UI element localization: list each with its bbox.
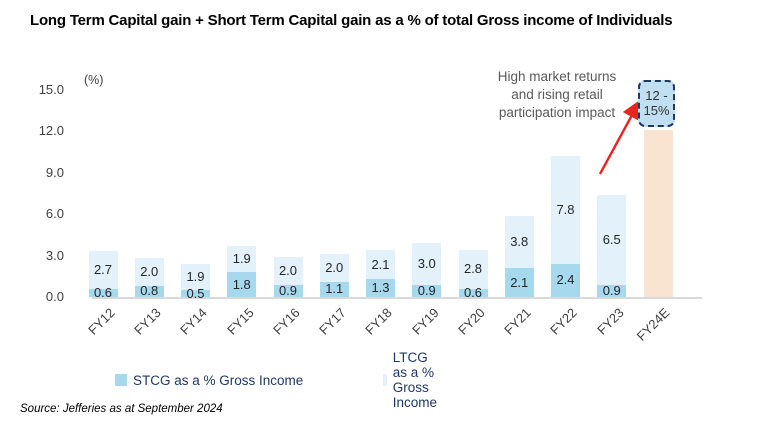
bar-label-stcg-FY17: 1.1 [325,281,344,297]
bar-segment-stcg-FY15 [227,272,257,297]
bar-segment-ltcg-FY19 [412,243,442,285]
x-tick-label-FY14: FY14 [177,305,211,338]
bar-label-stcg-FY23: 0.9 [602,282,621,298]
bar-segment-ltcg-FY14 [181,263,210,291]
bar-label-stcg-FY12: 0.6 [93,284,113,300]
chart-title: Long Term Capital gain + Short Term Capi… [30,12,673,29]
bar-segment-ltcg-FY23 [597,194,627,285]
bar-label-ltcg-FY15: 1.9 [232,251,251,267]
x-tick-label-FY12: FY12 [85,305,118,338]
bar-segment-ltcg-FY13 [134,258,164,286]
x-tick-label-FY15: FY15 [223,305,257,338]
bar-segment-stcg-FY19 [412,284,442,297]
x-tick-label-FY16: FY16 [270,305,303,338]
bar-segment-stcg-FY18 [366,279,395,297]
x-tick-label-FY20: FY20 [455,305,488,338]
bar-label-ltcg-FY19: 3.0 [417,255,436,271]
bar-segment-ltcg-FY12 [88,251,118,289]
stcg-legend-swatch-icon [115,374,127,386]
forecast-callout-line2: 15% [643,102,670,118]
bar-label-stcg-FY16: 0.9 [278,282,298,298]
x-tick-label-FY24E: FY24E [633,305,673,344]
bar-segment-ltcg-FY15 [227,245,257,273]
y-tick-label: 0.0 [45,289,64,304]
bar-segment-stcg-FY20 [458,288,488,297]
bar-label-ltcg-FY20: 2.8 [463,261,483,277]
x-tick-label-FY22: FY22 [547,305,581,338]
bar-segment-stcg-FY16 [273,284,303,297]
bar-segment-stcg-FY17 [319,281,349,297]
bar-label-ltcg-FY23: 6.5 [602,231,621,247]
x-tick-label-FY19: FY19 [408,305,442,338]
bar-label-ltcg-FY16: 2.0 [278,262,298,278]
bar-label-stcg-FY19: 0.9 [417,282,436,298]
x-tick-label-FY13: FY13 [131,305,164,338]
y-axis-unit-label: (%) [84,73,104,87]
y-tick-label: 9.0 [45,164,64,180]
bar-label-stcg-FY22: 2.4 [556,272,575,288]
chart-legend: STCG as a % Gross Income LTCG as a % Gro… [115,350,437,410]
bar-label-ltcg-FY21: 3.8 [510,233,529,249]
bar-segment-ltcg-FY17 [319,254,349,282]
bar-label-stcg-FY15: 1.8 [232,276,251,292]
annotation-arrow-icon [598,99,641,175]
bar-segment-stcg-FY22 [551,263,580,297]
bar-label-stcg-FY14: 0.5 [186,285,205,301]
legend-item-ltcg: LTCG as a % Gross Income [383,350,445,410]
bar-label-stcg-FY20: 0.6 [463,284,483,300]
y-tick-label: 6.0 [45,206,64,222]
bar-segment-ltcg-FY21 [504,215,534,269]
bar-segment-stcg-FY14 [181,290,210,297]
y-tick-label: 15.0 [38,82,64,97]
bar-forecast-FY24E [643,130,673,297]
bar-label-ltcg-FY22: 7.8 [556,202,575,218]
forecast-callout-line1: 12 - [645,87,668,103]
x-tick-label-FY21: FY21 [501,305,534,338]
bar-segment-ltcg-FY16 [273,256,303,285]
annotation-text: High market returns and rising retail pa… [497,69,617,120]
bar-segment-stcg-FY12 [88,288,118,297]
bar-segment-ltcg-FY18 [366,250,395,280]
bar-label-ltcg-FY14: 1.9 [186,268,205,284]
legend-item-stcg: STCG as a % Gross Income [115,373,303,388]
x-tick-label-FY17: FY17 [316,305,349,338]
bar-segment-stcg-FY23 [597,284,627,297]
bar-segment-stcg-FY13 [134,285,164,297]
y-tick-label: 3.0 [45,247,64,263]
bar-segment-ltcg-FY22 [551,156,580,264]
x-axis-line [92,297,702,299]
y-tick-label: 12.0 [38,123,64,139]
bar-label-ltcg-FY18: 2.1 [371,256,390,272]
bar-label-stcg-FY13: 0.8 [140,283,159,299]
legend-label-stcg: STCG as a % Gross Income [133,372,304,388]
source-note: Source: Jefferies as at September 2024 [20,403,223,415]
x-tick-label-FY23: FY23 [593,305,627,338]
bar-label-stcg-FY21: 2.1 [510,274,529,290]
bar-label-ltcg-FY17: 2.0 [325,260,344,276]
bar-segment-stcg-FY21 [504,268,534,297]
bar-segment-ltcg-FY20 [458,250,488,289]
ltcg-legend-swatch-icon [383,374,387,386]
forecast-callout-box: 12 - 15% [638,80,675,127]
legend-label-ltcg: LTCG as a % Gross Income [392,350,438,410]
x-tick-label-FY18: FY18 [362,305,396,338]
bar-label-stcg-FY18: 1.3 [371,280,390,296]
bar-label-ltcg-FY12: 2.7 [93,262,113,278]
bar-label-ltcg-FY13: 2.0 [140,264,159,280]
